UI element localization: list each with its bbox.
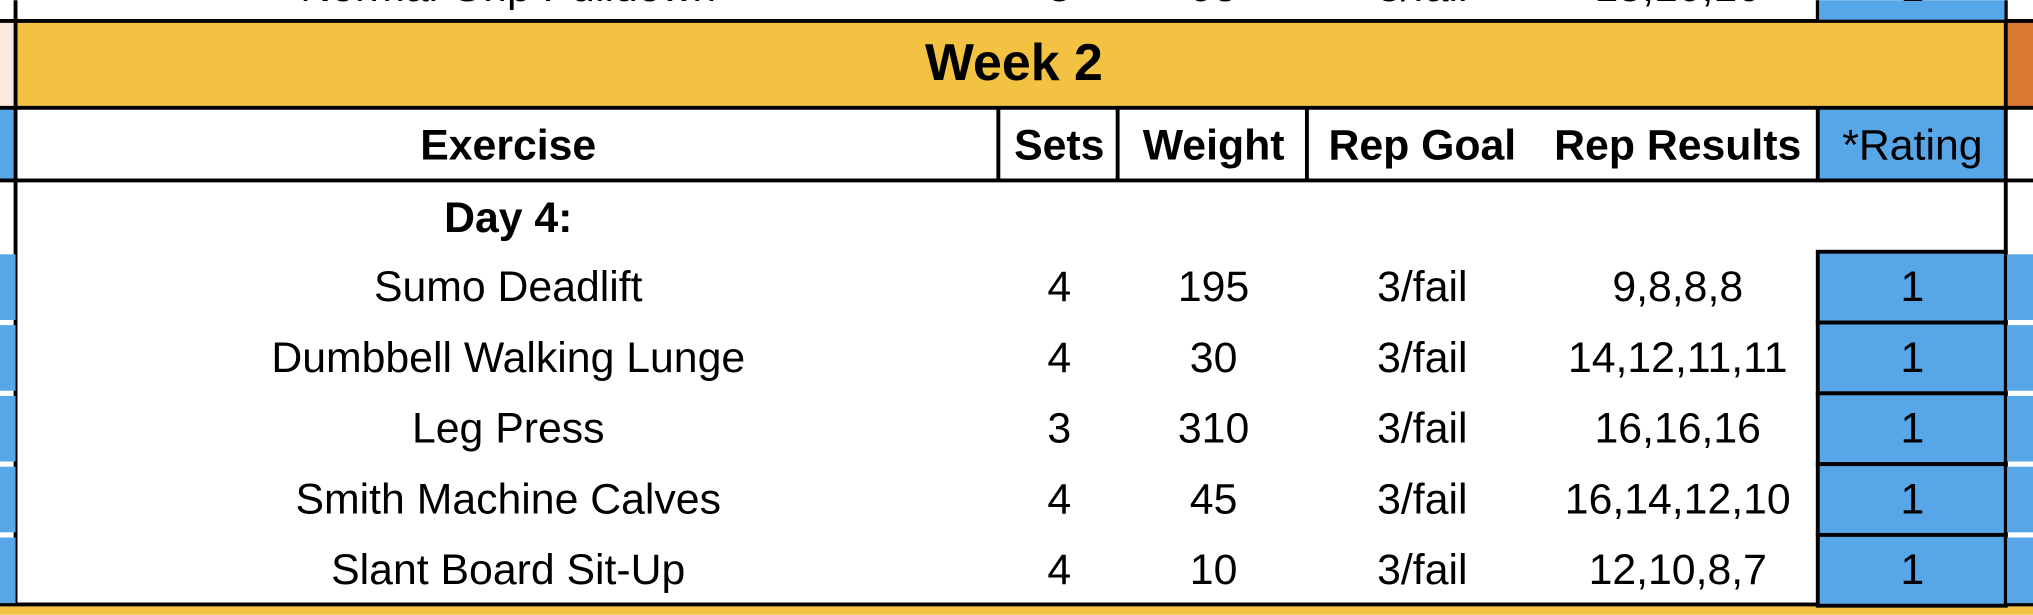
table-cell: 3/fail	[1377, 475, 1467, 523]
column-header: Weight	[1143, 121, 1285, 169]
table-cell: 4	[1047, 475, 1071, 523]
table-cell: 4	[1047, 546, 1071, 594]
rating-cell	[1815, 462, 2008, 537]
column-header: *Rating	[1842, 121, 1982, 169]
table-cell: 16,14,12,10	[1565, 475, 1791, 523]
side-cell	[0, 254, 16, 320]
table-cell: 3	[1047, 405, 1071, 453]
table-cell: 3/fail	[1377, 263, 1467, 311]
table-cell: 3/fail	[1377, 334, 1467, 382]
table-cell: 1	[1901, 405, 1925, 453]
week-banner	[15, 22, 2006, 108]
table-cell: 4	[1047, 263, 1071, 311]
table-cell: 4	[1047, 334, 1071, 382]
side-cell	[2007, 466, 2033, 533]
top-row-cell: 1	[1901, 0, 1925, 11]
table-cell: 10	[1190, 546, 1238, 594]
table-cell: 310	[1178, 405, 1249, 453]
table-cell: 9,8,8,8	[1612, 263, 1743, 311]
side-cell	[2007, 537, 2033, 604]
week-title: Week 2	[925, 33, 1103, 91]
table-cell: Dumbbell Walking Lunge	[271, 334, 745, 382]
column-header: Sets	[1014, 121, 1104, 169]
column-header: Rep Goal	[1328, 121, 1516, 169]
side-cell	[0, 325, 16, 391]
top-row-cell: Normal Grip Pulldown	[300, 0, 716, 11]
table-cell: Sumo Deadlift	[374, 263, 643, 311]
table-cell: 1	[1901, 263, 1925, 311]
side-cell	[0, 537, 16, 604]
table-cell: Slant Board Sit-Up	[331, 546, 685, 594]
table-cell: 30	[1190, 334, 1238, 382]
top-row-cell: 15,10,10	[1595, 0, 1761, 11]
table-cell: 1	[1901, 334, 1925, 382]
rating-cell	[1815, 532, 2008, 608]
table-cell: 3/fail	[1377, 405, 1467, 453]
side-cell	[0, 466, 16, 533]
table-cell: 14,12,11,11	[1568, 334, 1788, 382]
table-cell: 16,16,16	[1595, 405, 1761, 453]
table-cell: 3/fail	[1377, 546, 1467, 594]
table-cell: 1	[1901, 546, 1925, 594]
side-cell	[2007, 325, 2033, 391]
table-cell: 45	[1190, 475, 1238, 523]
table-cell: Smith Machine Calves	[296, 475, 721, 523]
top-row-cell: 3/fail	[1377, 0, 1467, 11]
top-row-cell: 95	[1190, 0, 1238, 11]
side-cell	[2007, 395, 2033, 462]
side-cell	[2007, 254, 2033, 320]
table-cell: Leg Press	[412, 405, 605, 453]
table-cell: 1	[1901, 475, 1925, 523]
column-header: Exercise	[420, 121, 596, 169]
top-row-cell: 3	[1047, 0, 1071, 11]
table-cell: 195	[1178, 263, 1249, 311]
table-cell: 12,10,8,7	[1589, 546, 1767, 594]
day-label: Day 4:	[444, 194, 572, 242]
column-header: Rep Results	[1554, 121, 1801, 169]
side-cell	[0, 395, 16, 462]
